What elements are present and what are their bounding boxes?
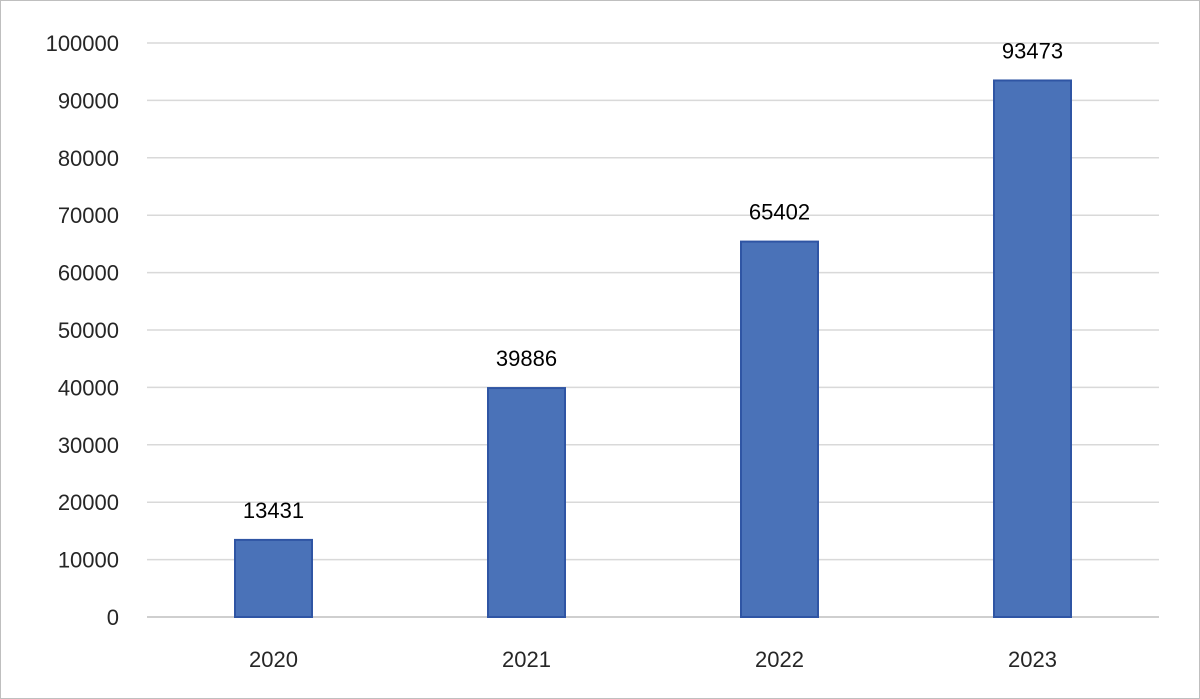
data-label-2023: 93473: [1002, 38, 1063, 63]
data-label-2020: 13431: [243, 498, 304, 523]
data-label-2021: 39886: [496, 346, 557, 371]
y-tick-label: 70000: [58, 203, 119, 228]
y-tick-label: 50000: [58, 318, 119, 343]
bar-2020: [234, 538, 313, 619]
y-tick-label: 0: [107, 605, 119, 630]
bar-2023: [993, 79, 1072, 619]
y-tick-label: 90000: [58, 88, 119, 113]
y-tick-label: 40000: [58, 375, 119, 400]
data-label-2022: 65402: [749, 200, 810, 225]
x-tick-label-2023: 2023: [1008, 647, 1057, 672]
y-tick-label: 60000: [58, 261, 119, 286]
bar-2021: [487, 387, 566, 618]
y-tick-label: 10000: [58, 548, 119, 573]
x-tick-label-2022: 2022: [755, 647, 804, 672]
y-tick-label: 30000: [58, 433, 119, 458]
x-tick-label-2021: 2021: [502, 647, 551, 672]
x-tick-label-2020: 2020: [249, 647, 298, 672]
y-tick-label: 80000: [58, 146, 119, 171]
y-tick-label: 100000: [46, 31, 119, 56]
y-tick-label: 20000: [58, 490, 119, 515]
bar-2022: [740, 240, 819, 618]
